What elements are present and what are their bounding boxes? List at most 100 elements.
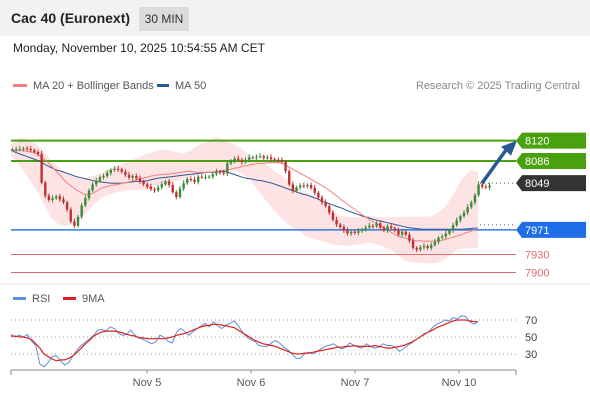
legend-ma50: MA 50 [157, 80, 206, 92]
level-tag-7971 [516, 221, 586, 238]
candle-body [36, 151, 40, 154]
candle-body [317, 192, 320, 198]
candle-body [153, 189, 156, 191]
projection-arrow-head [501, 140, 517, 156]
candle-body [160, 184, 163, 188]
candle-body [440, 236, 444, 238]
candle-body [131, 175, 134, 178]
candle-body [462, 212, 466, 217]
candle-body [138, 178, 142, 182]
candle-body [91, 184, 94, 191]
candle-body [269, 157, 273, 160]
candle-body [444, 233, 448, 237]
candle-body [448, 230, 451, 234]
candle-body [357, 231, 360, 233]
candle-body [353, 231, 356, 233]
candle-body [200, 176, 204, 178]
candle-body [368, 225, 371, 228]
candle-body [240, 159, 244, 163]
candle-body [262, 156, 265, 158]
level-tag-text-8049: 8049 [525, 178, 549, 190]
candle-body [371, 225, 375, 227]
candle-body [339, 224, 342, 227]
candle-body [349, 231, 353, 234]
candle-body [451, 225, 455, 231]
candle-body [218, 171, 222, 173]
legend-rsi: RSI [13, 293, 50, 305]
candle-body [404, 231, 407, 235]
candle-body [408, 234, 411, 241]
candle-body [189, 178, 193, 180]
candle-body [470, 202, 473, 208]
candle-body [313, 187, 316, 193]
candle-body [233, 158, 236, 161]
candle-body [455, 220, 458, 226]
candle-body [105, 172, 109, 176]
level-tag-text-7971: 7971 [525, 225, 549, 237]
candle-body [135, 175, 138, 179]
rsi-tick-label: 70 [525, 315, 537, 327]
candle-body [379, 223, 382, 228]
candle-body [393, 228, 397, 230]
candle-body [25, 148, 29, 150]
candle-body [146, 184, 149, 187]
candle-body [98, 177, 102, 181]
time-label: Nov 5 [133, 377, 162, 389]
candle-body [488, 185, 491, 188]
candle-body [171, 184, 174, 193]
level-tag-8086 [516, 152, 586, 169]
candle-body [142, 181, 145, 185]
candle-body [430, 244, 433, 248]
candle-body [69, 209, 72, 222]
rsi-tick-label: 30 [525, 349, 537, 361]
candle-body [422, 246, 426, 248]
candle-body [11, 149, 14, 151]
legend-rsi9: 9MA [63, 293, 105, 305]
candle-body [244, 159, 247, 163]
candle-body [211, 174, 214, 177]
level-label-7930: 7930 [525, 250, 549, 262]
candle-body [204, 177, 207, 179]
time-label: Nov 6 [237, 377, 266, 389]
candle-body [222, 172, 225, 174]
candle-body [14, 148, 18, 150]
candle-body [54, 196, 58, 199]
candle-body [273, 159, 276, 161]
candle-body [178, 188, 182, 197]
candle-body [459, 216, 462, 221]
candle-body [484, 186, 488, 188]
candle-body [415, 247, 418, 250]
candle-body [95, 180, 98, 185]
candle-body [284, 161, 287, 172]
candle-body [255, 156, 258, 158]
candle-body [277, 159, 280, 161]
candle-body [65, 202, 69, 210]
candle-body [120, 169, 123, 172]
candle-body [433, 241, 437, 245]
research-credit: Research © 2025 Trading Central [415, 80, 580, 92]
candle-body [29, 148, 32, 151]
rsi-swatch [13, 296, 26, 300]
candles [11, 145, 491, 253]
candle-body [437, 237, 440, 242]
candle-body [73, 221, 76, 226]
time-label: Nov 10 [442, 377, 477, 389]
candle-body [346, 230, 349, 234]
candle-body [193, 179, 196, 182]
candle-body [324, 202, 327, 206]
candle-body [251, 157, 255, 159]
candle-body [18, 148, 21, 150]
candle-body [40, 153, 43, 183]
candle-body [164, 181, 167, 185]
candle-body [386, 226, 389, 231]
candle-body [76, 216, 80, 226]
rsi-line [10, 315, 479, 368]
candle-body [411, 240, 415, 248]
legend-rsi-label: RSI [32, 293, 51, 305]
candle-body [44, 182, 47, 196]
timeframe-badge[interactable]: 30 MIN [139, 7, 189, 31]
legend-rsi9-label: 9MA [82, 293, 105, 305]
ma50-swatch [157, 83, 169, 87]
candle-body [426, 246, 429, 248]
